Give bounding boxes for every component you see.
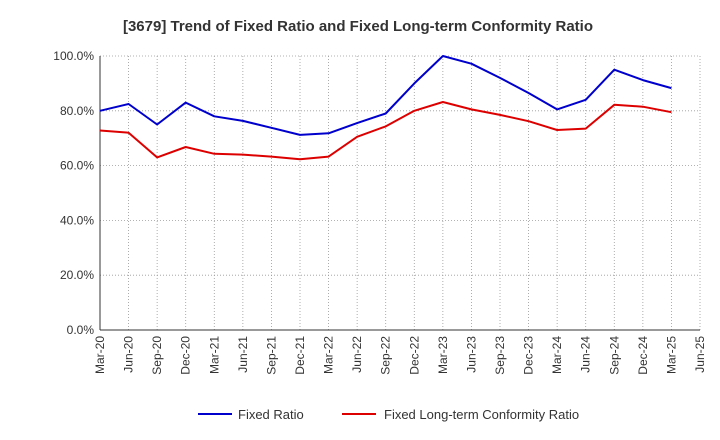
x-tick-label: Dec-20 <box>179 336 193 375</box>
x-tick-label: Sep-24 <box>607 336 621 375</box>
series-line-1 <box>99 55 672 136</box>
x-tick-label: Mar-22 <box>322 336 336 374</box>
y-tick-label: 100.0% <box>53 49 94 63</box>
x-tick-label: Jun-22 <box>350 336 364 373</box>
x-tick-label: Sep-22 <box>379 336 393 375</box>
series-line-2 <box>99 101 672 161</box>
legend-label-1: Fixed Ratio <box>238 407 304 422</box>
x-tick-label: Jun-25 <box>693 336 707 373</box>
x-tick-label: Mar-24 <box>550 336 564 374</box>
y-tick-label: 0.0% <box>67 323 95 337</box>
x-tick-label: Dec-24 <box>636 336 650 375</box>
x-tick-label: Sep-21 <box>264 336 278 375</box>
x-tick-label: Jun-23 <box>464 336 478 373</box>
x-tick-label: Mar-20 <box>93 336 107 374</box>
x-tick-label: Mar-25 <box>664 336 678 374</box>
y-tick-labels: 0.0% 20.0% 40.0% 60.0% 80.0% 100.0% <box>53 49 94 337</box>
x-tick-label: Jun-21 <box>236 336 250 373</box>
series-lines <box>99 55 672 161</box>
legend: Fixed Ratio Fixed Long-term Conformity Ra… <box>198 407 579 422</box>
y-tick-label: 80.0% <box>60 104 94 118</box>
legend-label-2: Fixed Long-term Conformity Ratio <box>384 407 579 422</box>
x-tick-label: Dec-22 <box>407 336 421 375</box>
x-tick-label: Dec-21 <box>293 336 307 375</box>
x-tick-label: Mar-21 <box>207 336 221 374</box>
x-tick-label: Sep-20 <box>150 336 164 375</box>
axes <box>99 56 700 331</box>
x-tick-label: Mar-23 <box>436 336 450 374</box>
y-tick-label: 40.0% <box>60 213 94 227</box>
x-tick-label: Dec-23 <box>522 336 536 375</box>
y-tick-label: 60.0% <box>60 159 94 173</box>
x-tick-label: Sep-23 <box>493 336 507 375</box>
chart-title: [3679] Trend of Fixed Ratio and Fixed Lo… <box>123 18 593 35</box>
grid <box>99 55 701 331</box>
x-tick-labels: Mar-20 Jun-20 Sep-20 Dec-20 Mar-21 Jun-21 Sep-… <box>93 336 707 375</box>
x-tick-label: Jun-20 <box>122 336 136 373</box>
x-tick-label: Jun-24 <box>579 336 593 373</box>
y-tick-label: 20.0% <box>60 268 94 282</box>
